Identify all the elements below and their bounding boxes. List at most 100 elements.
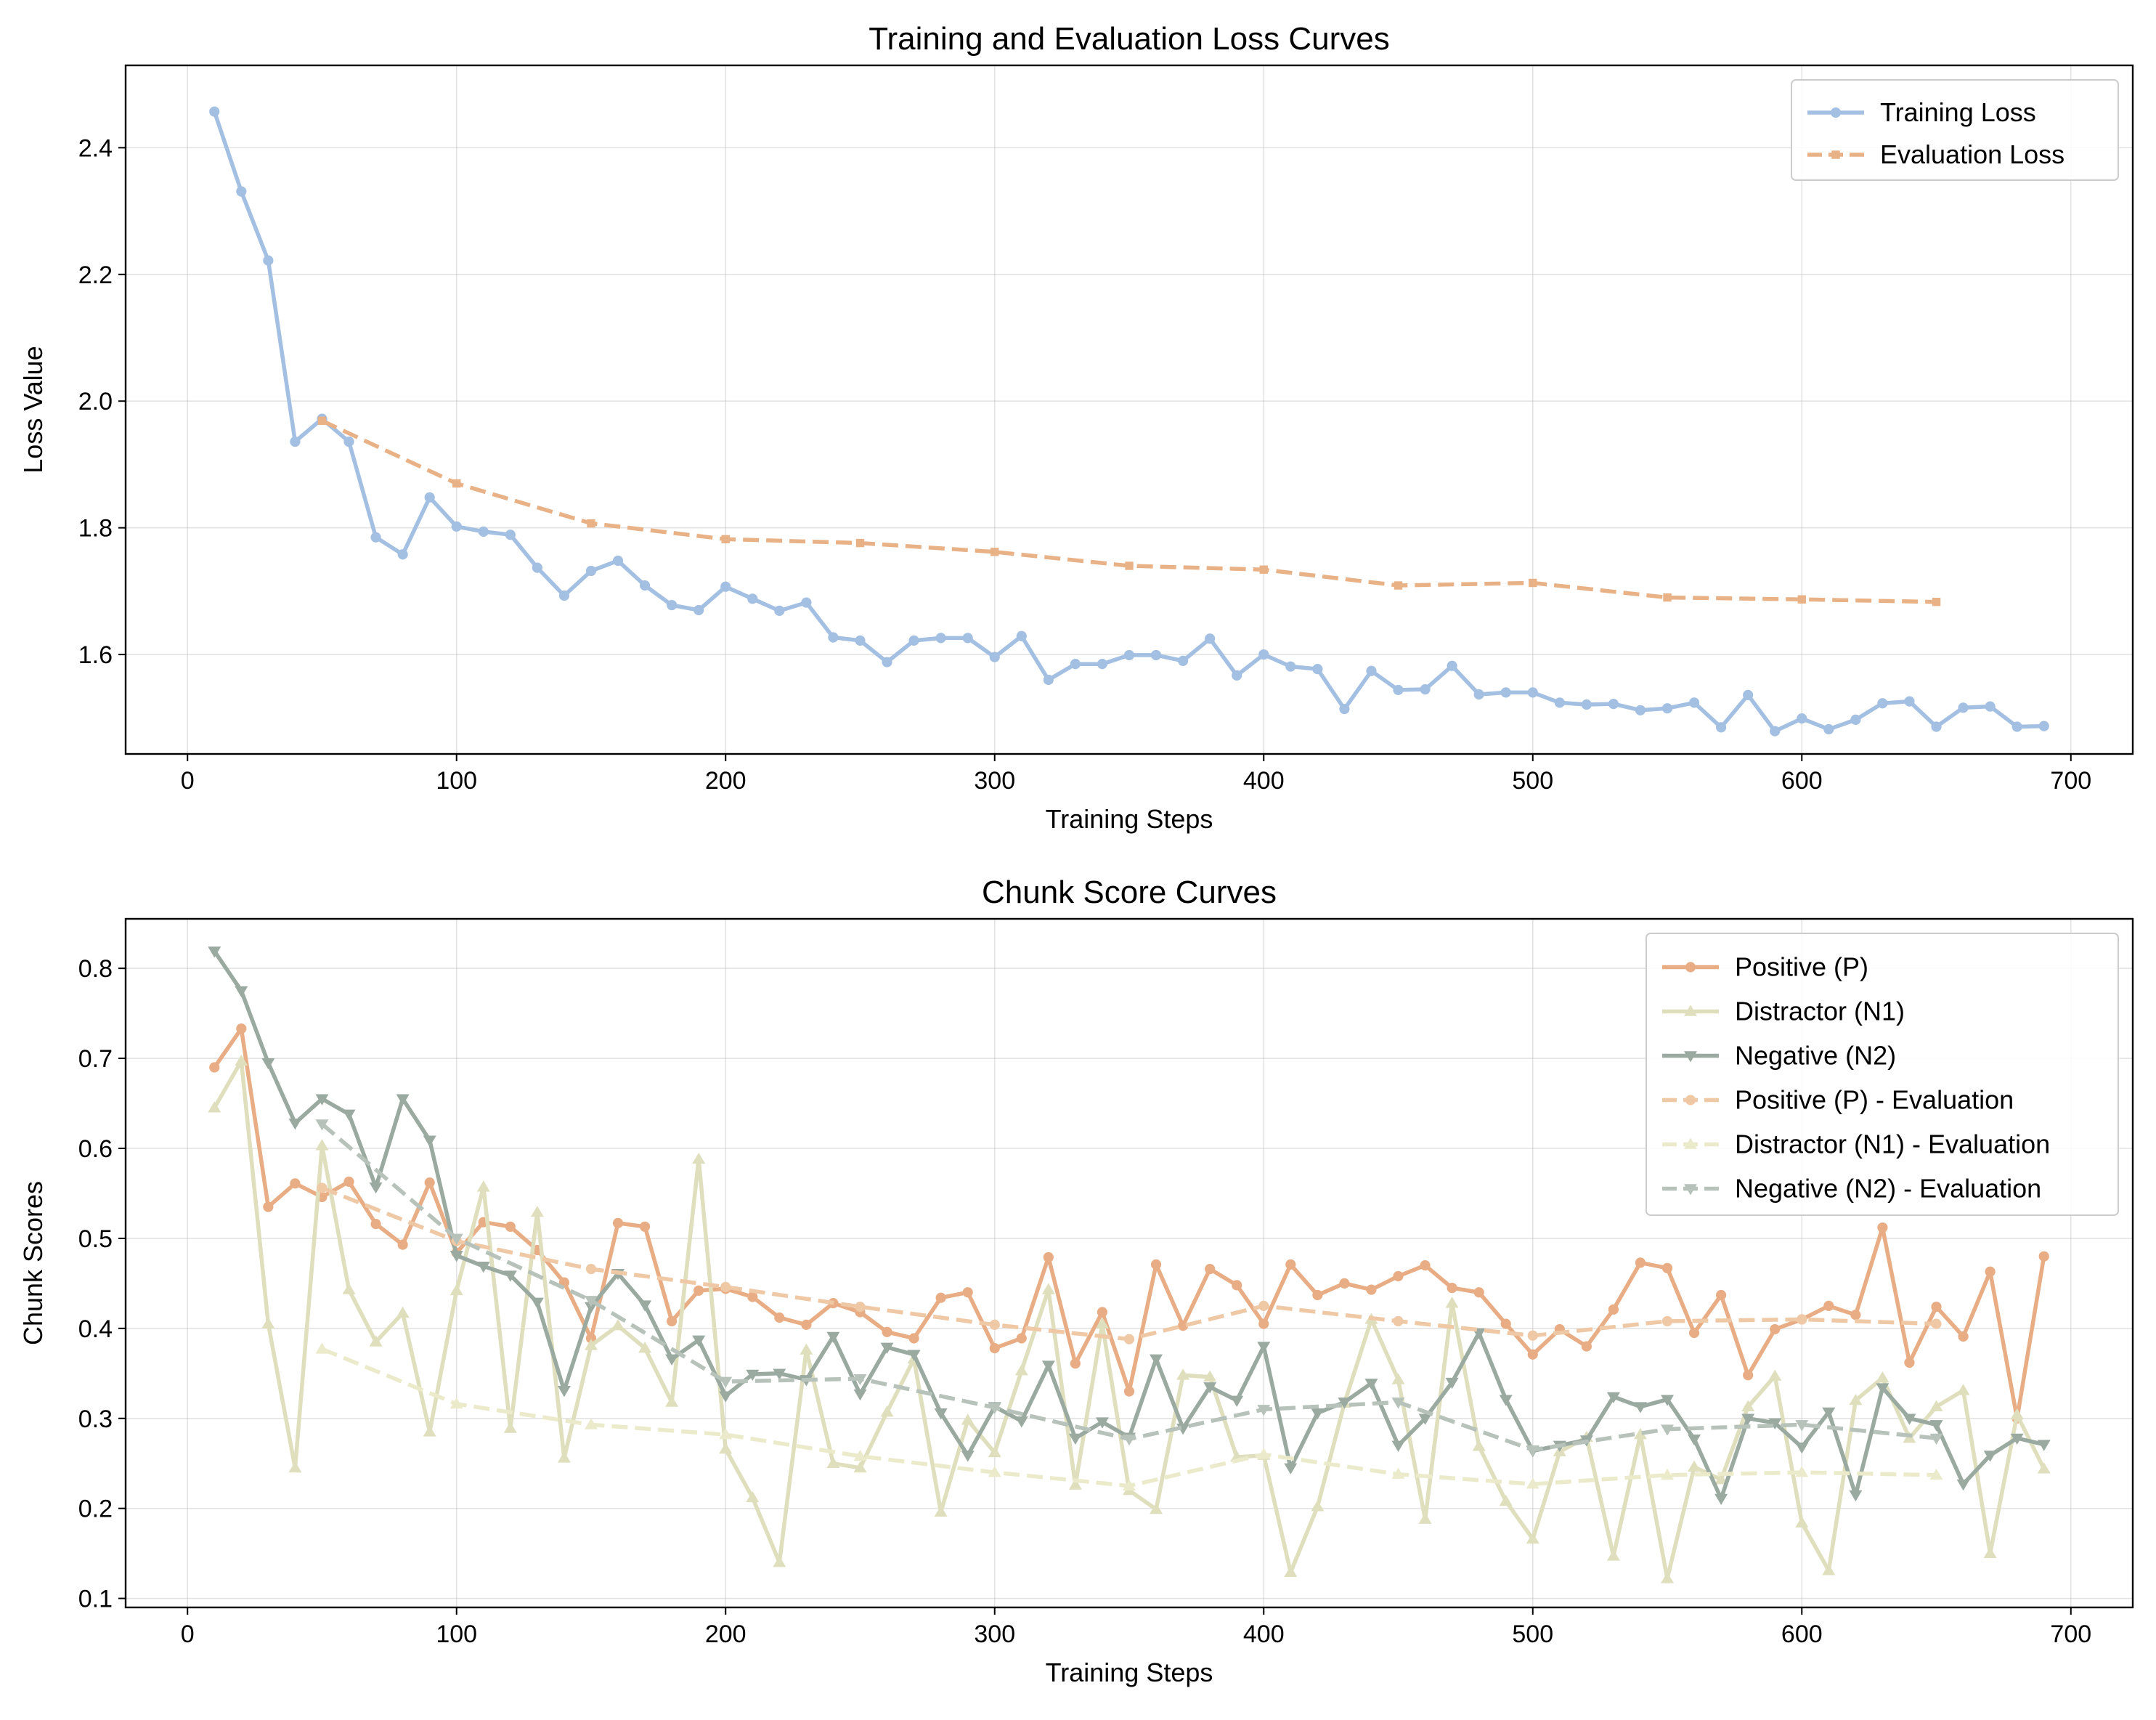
chart-panel-2: 0 100 200 300 400 500 600 700 0.1 0.2 0.3 0.4 0.5 0.6… — [18, 875, 2134, 1687]
data-point — [2037, 1440, 2051, 1451]
data-point — [853, 1449, 867, 1461]
data-point — [1391, 1398, 1405, 1409]
data-point — [1232, 670, 1242, 681]
data-point — [1284, 1565, 1298, 1577]
data-point — [1095, 1417, 1109, 1429]
data-point — [476, 1262, 490, 1273]
data-point — [1929, 1420, 1943, 1432]
data-point — [612, 555, 624, 567]
y-axis-label: Loss Value — [18, 346, 48, 473]
data-point — [747, 593, 758, 604]
data-point — [1499, 1494, 1513, 1506]
data-point — [1716, 722, 1727, 733]
data-point — [584, 1339, 598, 1350]
data-point — [1526, 1445, 1539, 1457]
data-point — [1014, 1364, 1028, 1376]
data-point — [1500, 687, 1511, 698]
data-point — [1606, 1549, 1620, 1561]
x-tick-label: 200 — [705, 767, 747, 795]
data-point — [1178, 655, 1189, 666]
y-tick-label: 2.0 — [78, 388, 113, 415]
data-point — [1985, 1266, 1996, 1277]
series-line-evaluation-loss — [321, 418, 1937, 604]
data-point — [235, 1054, 248, 1066]
x-tick-label: 0 — [181, 1620, 195, 1648]
data-point — [907, 1350, 921, 1361]
data-point — [1581, 1341, 1592, 1352]
data-point — [505, 1221, 516, 1232]
y-tick-label: 0.3 — [78, 1405, 113, 1433]
data-point — [855, 538, 865, 548]
data-point — [1095, 1317, 1109, 1328]
data-point — [720, 1281, 731, 1292]
data-point — [611, 1319, 625, 1331]
data-point — [1394, 581, 1403, 590]
x-tick-label: 500 — [1512, 1620, 1553, 1648]
data-point — [1257, 1405, 1271, 1416]
data-point — [342, 1109, 356, 1121]
data-point — [719, 1391, 733, 1403]
data-point — [719, 1428, 733, 1440]
data-point — [478, 526, 489, 537]
data-point — [882, 657, 892, 668]
data-point — [1311, 1408, 1325, 1420]
data-point — [1958, 702, 1969, 713]
data-point — [2011, 721, 2022, 732]
data-point — [1339, 1278, 1350, 1289]
data-point — [693, 1285, 704, 1296]
data-point — [261, 1058, 275, 1070]
series-line-training-loss — [212, 109, 2046, 734]
data-point — [532, 562, 542, 573]
data-point — [209, 106, 220, 117]
data-point — [746, 1490, 760, 1503]
data-point — [1257, 1342, 1271, 1353]
data-point — [934, 1505, 948, 1517]
data-point — [1312, 1289, 1323, 1301]
data-point — [1876, 1371, 1889, 1383]
data-point — [1366, 665, 1377, 676]
data-point — [1929, 1400, 1943, 1411]
data-point — [1418, 1512, 1432, 1524]
data-point — [1608, 699, 1619, 710]
data-point — [1606, 1392, 1620, 1404]
data-point — [449, 1233, 463, 1245]
data-point — [424, 492, 435, 503]
data-point — [290, 1178, 301, 1189]
data-point — [1339, 703, 1350, 715]
data-point — [1150, 1354, 1163, 1366]
data-point — [209, 1062, 220, 1073]
legend-label: Evaluation Loss — [1880, 139, 2065, 169]
data-point — [1420, 1259, 1431, 1271]
data-point — [1070, 659, 1081, 670]
data-point — [1877, 698, 1888, 709]
x-tick-label: 100 — [436, 767, 477, 795]
data-point — [1125, 561, 1134, 570]
data-point — [1931, 1302, 1942, 1313]
data-point — [1904, 1357, 1915, 1368]
data-point — [989, 652, 1000, 662]
data-point — [317, 416, 327, 425]
data-point — [503, 1270, 517, 1282]
data-point — [1123, 649, 1135, 661]
data-point — [370, 532, 381, 543]
data-point — [774, 605, 785, 616]
x-tick-label: 600 — [1781, 1620, 1823, 1648]
data-point — [263, 255, 274, 266]
data-point — [692, 1152, 706, 1164]
data-point — [1823, 723, 1834, 735]
legend-marker — [1684, 1137, 1697, 1149]
data-point — [315, 1139, 329, 1151]
data-point — [1661, 1315, 1673, 1327]
legend-label: Positive (P) — [1735, 952, 1868, 982]
chart-title: Chunk Score Curves — [982, 875, 1277, 910]
data-point — [451, 521, 462, 532]
data-point — [2038, 1251, 2049, 1262]
data-point — [988, 1466, 1001, 1477]
data-point — [585, 565, 597, 577]
x-tick-label: 400 — [1243, 1620, 1285, 1648]
legend-label: Distractor (N1) — [1735, 997, 1905, 1026]
legend-marker — [1684, 1051, 1697, 1063]
data-point — [2038, 721, 2049, 731]
data-point — [369, 1182, 383, 1194]
